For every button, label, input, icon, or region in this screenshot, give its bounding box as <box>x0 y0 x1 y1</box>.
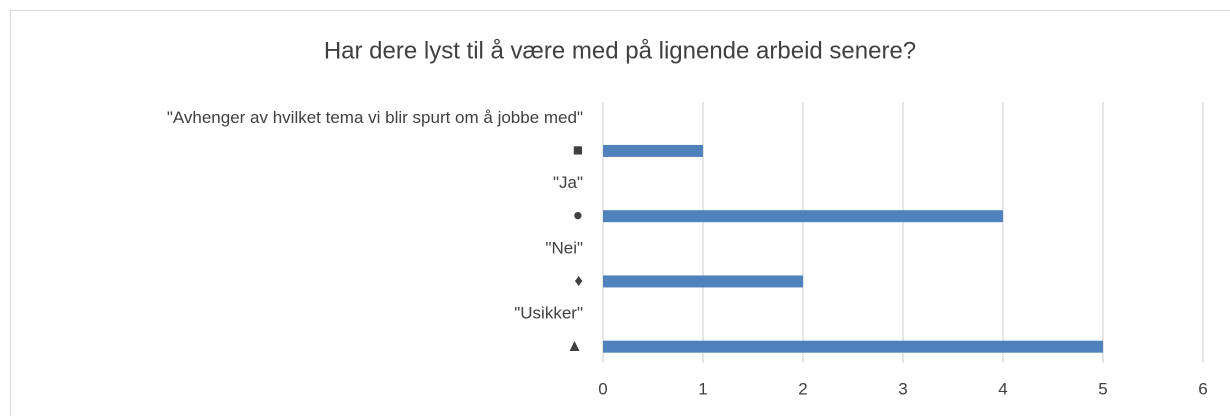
bar <box>603 144 703 157</box>
x-tick-label: 0 <box>598 379 607 398</box>
y-tick-label: ▲ <box>566 336 583 355</box>
x-tick-label: 3 <box>898 379 907 398</box>
bar <box>603 210 1003 223</box>
chart-title: Har dere lyst til å være med på lignende… <box>324 37 916 64</box>
bar <box>603 275 803 288</box>
y-tick-label: ● <box>573 206 583 225</box>
x-tick-label: 4 <box>998 379 1007 398</box>
y-tick-label: ♦ <box>574 271 583 290</box>
y-tick-label: ■ <box>573 140 583 159</box>
y-tick-label: "Usikker" <box>514 304 583 323</box>
x-tick-label: 5 <box>1098 379 1107 398</box>
y-tick-label: "Nei" <box>545 238 583 257</box>
y-tick-label: "Ja" <box>553 173 583 192</box>
x-tick-label: 2 <box>798 379 807 398</box>
bar <box>603 340 1103 353</box>
x-tick-label: 1 <box>698 379 707 398</box>
y-tick-label: "Avhenger av hvilket tema vi blir spurt … <box>167 108 583 127</box>
x-tick-label: 6 <box>1198 379 1207 398</box>
